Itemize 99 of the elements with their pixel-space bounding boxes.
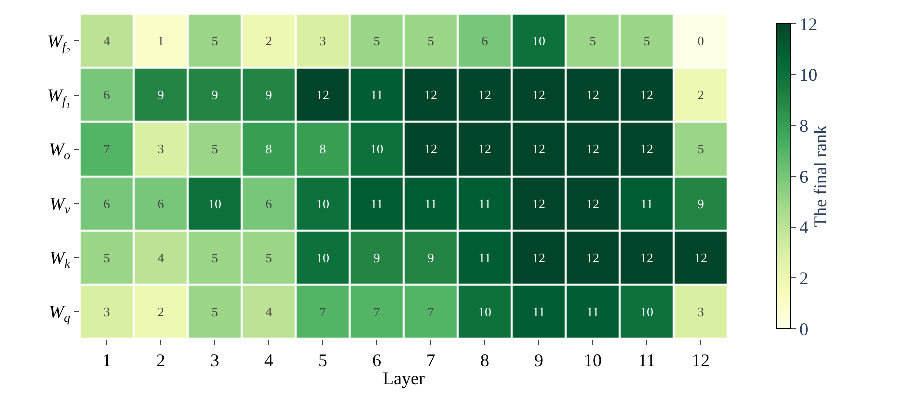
data-label: 8 (266, 142, 272, 157)
data-label: 4 (266, 304, 273, 320)
data-label: 1 (158, 34, 164, 49)
data-label: 4 (104, 34, 111, 49)
data-label: 9 (374, 250, 380, 266)
data-label: 0 (698, 34, 704, 49)
data-label: 6 (104, 196, 111, 212)
data-label: 7 (320, 304, 327, 320)
color-bar-label: 12 (800, 14, 818, 34)
data-label: 8 (320, 142, 326, 157)
y-tick-label: W$_{k}$ (50, 248, 71, 271)
data-label: 11 (424, 196, 438, 212)
x-tick-label: 6 (372, 350, 382, 371)
color-bar-label: 8 (800, 116, 809, 136)
color-bar-title: The final rank (810, 126, 831, 228)
color-bar-label: 4 (800, 218, 809, 238)
x-tick-label: 12 (692, 350, 710, 371)
x-tick-label: 11 (638, 350, 656, 371)
data-label: 5 (428, 34, 434, 49)
data-label: 10 (316, 250, 330, 266)
y-tick-label: W$_{q}$ (49, 302, 70, 325)
x-tick-label: 3 (210, 350, 220, 371)
data-label: 5 (698, 142, 704, 157)
data-label: 12 (586, 250, 600, 266)
data-label: 5 (212, 34, 218, 49)
data-label: 4 (158, 250, 165, 266)
data-label: 10 (478, 304, 492, 320)
data-label: 2 (698, 88, 704, 103)
x-tick-label: 10 (584, 350, 602, 371)
data-label: 5 (104, 250, 110, 266)
data-label: 11 (532, 304, 546, 320)
data-label: 12 (424, 88, 438, 103)
data-label: 12 (316, 88, 330, 103)
x-tick-label: 8 (480, 350, 490, 371)
data-label: 5 (212, 304, 218, 320)
data-label: 3 (104, 304, 110, 320)
data-label: 12 (694, 250, 708, 266)
data-label: 2 (266, 34, 272, 49)
data-label: 2 (158, 304, 164, 320)
data-label: 6 (158, 196, 165, 212)
data-label: 5 (590, 34, 596, 49)
data-label: 11 (586, 304, 600, 320)
data-label: 5 (212, 250, 218, 266)
data-label: 9 (428, 250, 434, 266)
data-label: 9 (698, 196, 704, 212)
data-label: 10 (316, 196, 330, 212)
data-label: 5 (644, 34, 650, 49)
color-bar-label: 2 (800, 268, 809, 288)
data-label: 7 (374, 304, 381, 320)
data-label: 5 (212, 142, 218, 157)
data-label: 10 (370, 142, 384, 157)
data-label: 7 (104, 142, 111, 157)
data-label: 12 (532, 250, 546, 266)
data-label: 6 (266, 196, 273, 212)
data-label: 7 (428, 304, 435, 320)
data-label: 11 (478, 196, 492, 212)
x-axis-title: Layer (383, 368, 425, 389)
data-label: 12 (640, 250, 654, 266)
x-tick-label: 2 (156, 350, 166, 371)
data-label: 9 (158, 88, 164, 103)
data-label: 12 (478, 88, 492, 103)
color-bar-label: 0 (800, 319, 809, 340)
color-bar-label: 10 (800, 65, 818, 86)
y-tick-label: W$_{v}$ (50, 194, 71, 217)
data-label: 9 (266, 88, 272, 103)
data-label: 12 (586, 142, 600, 157)
data-label: 12 (532, 88, 546, 103)
data-label: 12 (586, 88, 600, 103)
x-tick-label: 9 (534, 350, 544, 371)
x-tick-label: 7 (426, 350, 436, 371)
data-label: 12 (478, 142, 492, 157)
y-tick-label: W$_{f₂}$ (48, 31, 72, 54)
color-bar-label: 6 (800, 166, 809, 187)
data-label: 12 (640, 142, 654, 157)
data-label: 5 (266, 250, 272, 266)
x-tick-label: 1 (102, 350, 112, 371)
data-label: 12 (424, 142, 438, 157)
data-label: 3 (320, 34, 326, 49)
y-tick-label: W$_{f₁}$ (48, 86, 70, 108)
data-label: 10 (640, 304, 654, 320)
data-label: 11 (370, 88, 384, 103)
data-label: 3 (158, 142, 164, 157)
data-label: 9 (212, 88, 218, 103)
data-label: 11 (478, 250, 492, 266)
data-label: 10 (208, 196, 222, 212)
data-label: 11 (640, 196, 654, 212)
x-tick-label: 5 (318, 350, 328, 371)
data-label: 12 (640, 88, 654, 103)
data-label: 11 (370, 196, 384, 212)
y-tick-label: W$_{o}$ (49, 140, 70, 162)
data-label: 6 (482, 34, 489, 49)
data-label: 12 (532, 196, 546, 212)
data-label: 5 (374, 34, 380, 49)
data-label: 12 (532, 142, 546, 157)
data-label: 3 (698, 304, 704, 320)
data-label: 12 (586, 196, 600, 212)
data-label: 6 (104, 88, 111, 103)
x-tick-label: 4 (264, 350, 274, 371)
data-label: 10 (532, 34, 546, 49)
